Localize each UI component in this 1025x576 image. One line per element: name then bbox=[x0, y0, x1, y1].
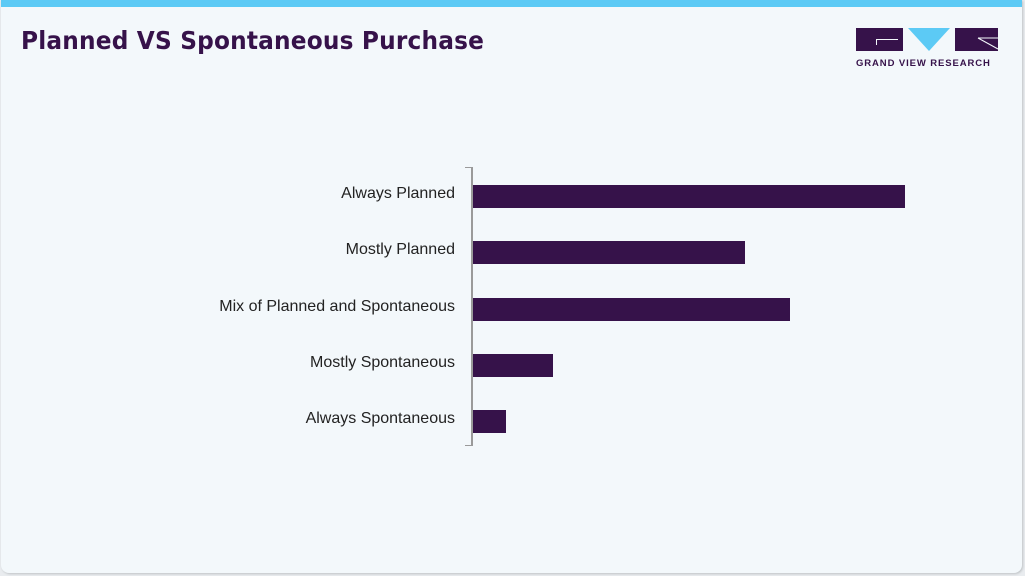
category-label: Mostly Planned bbox=[345, 241, 455, 258]
grand-view-research-logo: GRAND VIEW RESEARCH bbox=[856, 28, 998, 70]
category-label: Always Planned bbox=[341, 185, 455, 202]
accent-top-bar bbox=[1, 0, 1022, 7]
logo-text: GRAND VIEW RESEARCH bbox=[856, 58, 991, 69]
bar-always-spontaneous bbox=[473, 410, 506, 433]
logo-r-block bbox=[955, 28, 998, 51]
bar-mostly-planned bbox=[473, 241, 745, 264]
bar-mostly-spontaneous bbox=[473, 354, 553, 377]
category-label: Mix of Planned and Spontaneous bbox=[219, 298, 455, 315]
category-label: Always Spontaneous bbox=[305, 410, 455, 427]
logo-g-block bbox=[856, 28, 903, 51]
y-axis-line bbox=[471, 167, 473, 446]
axis-tick-top bbox=[465, 167, 472, 168]
chart-title: Planned VS Spontaneous Purchase bbox=[21, 26, 485, 55]
axis-tick-bottom bbox=[465, 445, 472, 446]
bar-mix bbox=[473, 298, 790, 321]
category-label: Mostly Spontaneous bbox=[310, 354, 455, 371]
bar-always-planned bbox=[473, 185, 905, 208]
logo-v-triangle-icon bbox=[908, 28, 950, 51]
